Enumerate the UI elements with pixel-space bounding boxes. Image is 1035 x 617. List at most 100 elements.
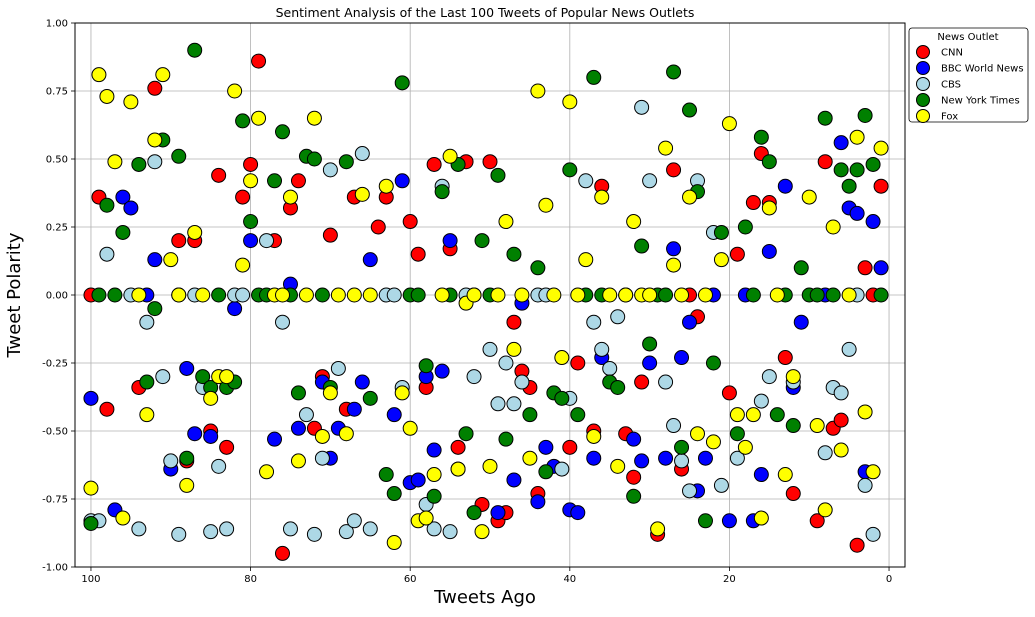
legend-label-fox: Fox [941, 112, 958, 123]
data-point-bbc-world-news [626, 431, 642, 447]
data-point-new-york-times [474, 233, 490, 249]
data-point-cnn [275, 545, 290, 561]
data-point-new-york-times [530, 260, 546, 276]
data-point-new-york-times [634, 238, 650, 254]
data-point-fox [721, 116, 737, 132]
data-point-fox [290, 453, 306, 469]
data-point-fox [602, 287, 618, 303]
x-tick-label: 60 [404, 574, 417, 585]
data-point-new-york-times [378, 467, 394, 483]
data-point-fox [666, 257, 682, 273]
y-tick-label: -0.50 [42, 427, 68, 438]
data-point-new-york-times [817, 110, 833, 126]
data-point-cbs [99, 246, 115, 262]
data-point-fox [131, 287, 147, 303]
x-tick-label: 100 [81, 574, 100, 585]
data-point-cnn [785, 486, 801, 502]
data-point-bbc-world-news [761, 243, 777, 259]
x-tick-label: 0 [886, 574, 892, 585]
data-point-fox [562, 94, 578, 110]
data-point-cbs [498, 355, 514, 371]
data-point-new-york-times [195, 369, 211, 385]
data-point-bbc-world-news [666, 241, 682, 257]
data-point-cbs [338, 524, 354, 540]
data-point-new-york-times [570, 407, 586, 423]
data-point-new-york-times [729, 426, 745, 442]
data-point-new-york-times [426, 488, 442, 504]
data-point-fox [873, 140, 889, 156]
legend-marker-cbs [916, 77, 930, 91]
data-point-new-york-times [642, 336, 658, 352]
data-point-new-york-times [666, 64, 682, 80]
data-point-fox [713, 252, 729, 268]
data-point-new-york-times [849, 162, 865, 178]
data-point-cbs [163, 453, 179, 469]
data-point-fox [554, 350, 570, 366]
data-point-cbs [674, 453, 690, 469]
data-point-new-york-times [705, 355, 721, 371]
data-point-cbs [330, 360, 346, 376]
data-point-cnn [833, 412, 849, 428]
data-point-new-york-times [761, 154, 777, 170]
data-point-new-york-times [139, 374, 155, 390]
data-point-new-york-times [538, 464, 554, 480]
data-point-cbs [275, 314, 290, 330]
data-point-fox [330, 287, 346, 303]
data-point-fox [171, 287, 187, 303]
data-point-new-york-times [338, 154, 354, 170]
data-point-new-york-times [825, 287, 841, 303]
data-point-cnn [506, 314, 522, 330]
data-point-fox [546, 287, 562, 303]
data-point-cnn [235, 189, 251, 205]
legend-label-new-york-times: New York Times [941, 96, 1020, 107]
data-point-new-york-times [466, 505, 482, 521]
data-point-new-york-times [785, 418, 801, 434]
data-point-cnn [857, 260, 873, 276]
data-point-cnn [290, 173, 306, 189]
data-point-fox [745, 407, 761, 423]
data-point-fox [586, 428, 602, 444]
data-point-new-york-times [179, 450, 195, 466]
data-point-fox [801, 189, 817, 205]
data-point-fox [243, 173, 259, 189]
y-tick-label: 1.00 [46, 19, 68, 30]
data-point-fox [83, 480, 99, 496]
data-point-new-york-times [290, 385, 306, 401]
data-point-new-york-times [873, 287, 889, 303]
y-tick-label: 0.75 [46, 87, 68, 98]
data-point-fox [817, 502, 833, 518]
data-point-cnn [322, 227, 338, 243]
data-point-cbs [729, 450, 745, 466]
data-points [83, 42, 889, 561]
data-point-bbc-world-news [386, 407, 402, 423]
data-point-cnn [721, 385, 737, 401]
data-point-cnn [777, 350, 793, 366]
data-point-new-york-times [171, 148, 187, 164]
data-point-cbs [857, 477, 873, 493]
legend-marker-new-york-times [916, 93, 930, 107]
data-point-cnn [666, 162, 682, 178]
legend-frame [908, 27, 1029, 123]
data-point-new-york-times [841, 178, 857, 194]
data-point-new-york-times [737, 219, 753, 235]
data-point-fox [450, 461, 466, 477]
data-point-cnn [426, 156, 442, 172]
data-point-fox [809, 418, 825, 434]
legend-label-bbc-world-news: BBC World News [941, 64, 1024, 75]
data-point-fox [737, 439, 753, 455]
data-point-fox [642, 287, 658, 303]
data-point-bbc-world-news [777, 178, 793, 194]
data-point-cnn [562, 439, 578, 455]
data-point-bbc-world-news [179, 360, 195, 376]
data-point-new-york-times [490, 167, 506, 183]
data-point-fox [849, 129, 865, 145]
data-point-bbc-world-news [697, 450, 713, 466]
data-point-new-york-times [809, 287, 825, 303]
x-axis-label: Tweets Ago [433, 587, 536, 608]
data-point-cbs [514, 374, 530, 390]
data-point-new-york-times [498, 431, 514, 447]
data-point-cbs [713, 477, 729, 493]
data-point-cbs [354, 146, 370, 162]
data-point-bbc-world-news [203, 428, 219, 444]
